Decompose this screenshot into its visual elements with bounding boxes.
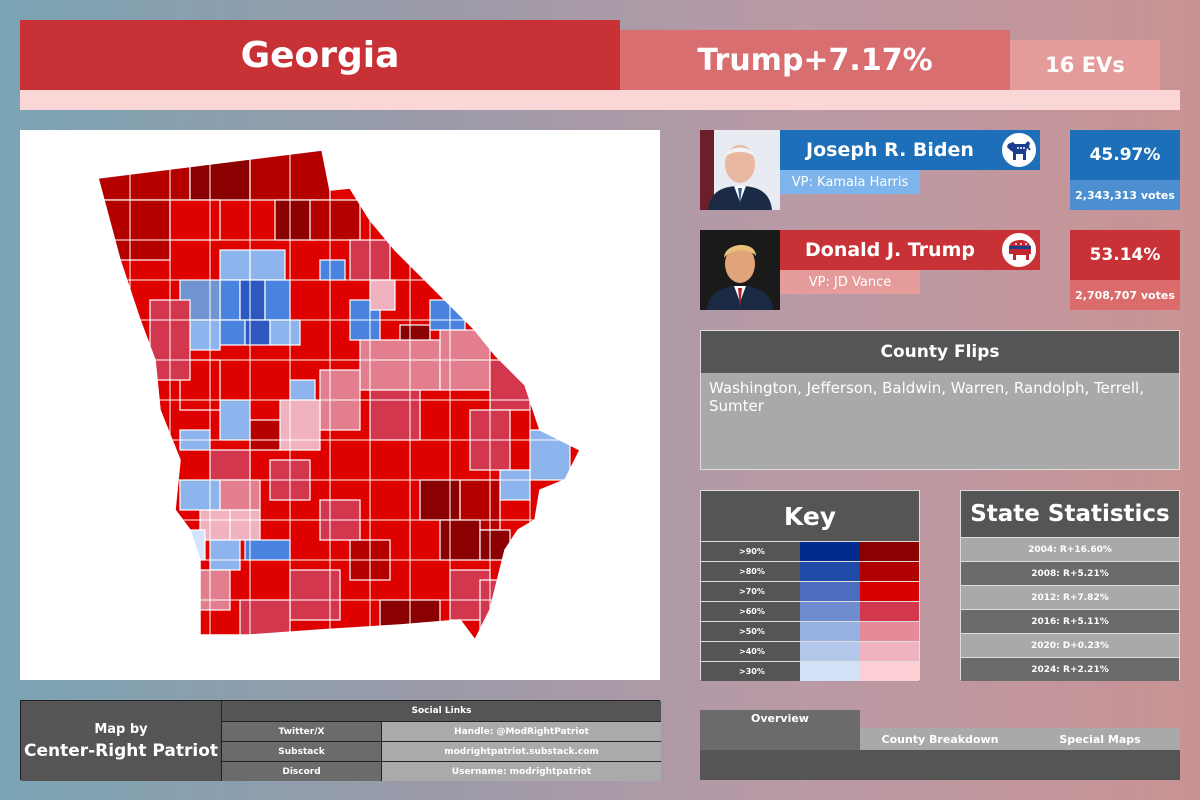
legend-key: Key >90% >80% >70% >60% >50% >40% >30% — [700, 490, 920, 681]
key-label: >60% — [701, 602, 801, 621]
social-links-title: Social Links — [221, 701, 661, 721]
stat-row: 2004: R+16.60% — [961, 537, 1179, 561]
key-dem-swatch — [800, 642, 860, 661]
elephant-icon — [1000, 231, 1038, 269]
key-row: >40% — [701, 641, 919, 661]
key-row: >60% — [701, 601, 919, 621]
county-flips-title: County Flips — [701, 331, 1179, 373]
key-label: >80% — [701, 562, 801, 581]
georgia-map-svg — [97, 149, 582, 642]
key-label: >90% — [701, 542, 801, 561]
trump-percent: 53.14% — [1070, 230, 1180, 280]
key-label: >70% — [701, 582, 801, 601]
key-dem-swatch — [800, 602, 860, 621]
trump-vp: VP: JD Vance — [780, 270, 920, 294]
key-dem-swatch — [800, 662, 860, 681]
key-dem-swatch — [800, 582, 860, 601]
county-flips-panel: County Flips Washington, Jefferson, Bald… — [700, 330, 1180, 470]
header-strip — [20, 90, 1180, 110]
social-site: Substack — [221, 742, 381, 761]
key-rows: >90% >80% >70% >60% >50% >40% >30% — [701, 541, 919, 681]
stat-row: 2020: D+0.23% — [961, 633, 1179, 657]
electoral-votes-badge: 16 EVs — [1010, 40, 1160, 90]
author-credit: Map by Center-Right Patriot — [21, 701, 221, 781]
biden-photo — [700, 130, 780, 210]
stat-row: 2024: R+2.21% — [961, 657, 1179, 681]
social-row-substack[interactable]: Substack modrightpatriot.substack.com — [221, 741, 661, 761]
candidate-name: Joseph R. Biden — [806, 139, 974, 161]
candidate-name: Donald J. Trump — [805, 239, 975, 261]
key-rep-swatch — [859, 542, 919, 561]
key-title: Key — [701, 491, 919, 541]
key-rep-swatch — [859, 622, 919, 641]
biden-votes: 2,343,313 votes — [1070, 180, 1180, 210]
margin-banner: Trump+7.17% — [620, 30, 1010, 90]
key-rep-swatch — [859, 602, 919, 621]
biden-name-bar: Joseph R. Biden — [780, 130, 1040, 170]
state-statistics-title: State Statistics — [961, 491, 1179, 537]
key-row: >90% — [701, 541, 919, 561]
trump-photo — [700, 230, 780, 310]
county-flips-list: Washington, Jefferson, Baldwin, Warren, … — [709, 379, 1144, 415]
trump-name-bar: Donald J. Trump — [780, 230, 1040, 270]
trump-votes: 2,708,707 votes — [1070, 280, 1180, 310]
social-value[interactable]: modrightpatriot.substack.com — [381, 742, 661, 761]
biden-percent: 45.97% — [1070, 130, 1180, 180]
key-label: >30% — [701, 662, 801, 681]
key-row: >30% — [701, 661, 919, 681]
key-label: >40% — [701, 642, 801, 661]
key-row: >50% — [701, 621, 919, 641]
tab-overview[interactable]: Overview — [700, 710, 860, 750]
county-map[interactable] — [20, 130, 660, 680]
credits-panel: Map by Center-Right Patriot Social Links… — [20, 700, 661, 781]
stat-row: 2012: R+7.82% — [961, 585, 1179, 609]
credit-by: Map by — [94, 721, 148, 737]
state-statistics-panel: State Statistics 2004: R+16.60% 2008: R+… — [960, 490, 1180, 681]
stat-row: 2008: R+5.21% — [961, 561, 1179, 585]
key-rep-swatch — [859, 562, 919, 581]
tab-special-maps[interactable]: Special Maps — [1020, 728, 1180, 750]
biden-vp: VP: Kamala Harris — [780, 170, 920, 194]
social-row-twitter[interactable]: Twitter/X Handle: @ModRightPatriot — [221, 721, 661, 741]
key-rep-swatch — [859, 642, 919, 661]
key-dem-swatch — [800, 542, 860, 561]
social-value[interactable]: Handle: @ModRightPatriot — [381, 722, 661, 741]
tab-content — [700, 750, 1180, 780]
social-value[interactable]: Username: modrightpatriot — [381, 762, 661, 781]
tab-county-breakdown[interactable]: County Breakdown — [860, 728, 1020, 750]
stat-row: 2016: R+5.11% — [961, 609, 1179, 633]
social-site: Discord — [221, 762, 381, 781]
key-row: >80% — [701, 561, 919, 581]
key-dem-swatch — [800, 562, 860, 581]
state-title: Georgia — [20, 20, 620, 90]
social-site: Twitter/X — [221, 722, 381, 741]
key-label: >50% — [701, 622, 801, 641]
social-row-discord[interactable]: Discord Username: modrightpatriot — [221, 761, 661, 781]
credit-author: Center-Right Patriot — [23, 740, 219, 761]
donkey-icon — [1000, 131, 1038, 169]
key-rep-swatch — [859, 582, 919, 601]
key-row: >70% — [701, 581, 919, 601]
key-dem-swatch — [800, 622, 860, 641]
key-rep-swatch — [859, 662, 919, 681]
